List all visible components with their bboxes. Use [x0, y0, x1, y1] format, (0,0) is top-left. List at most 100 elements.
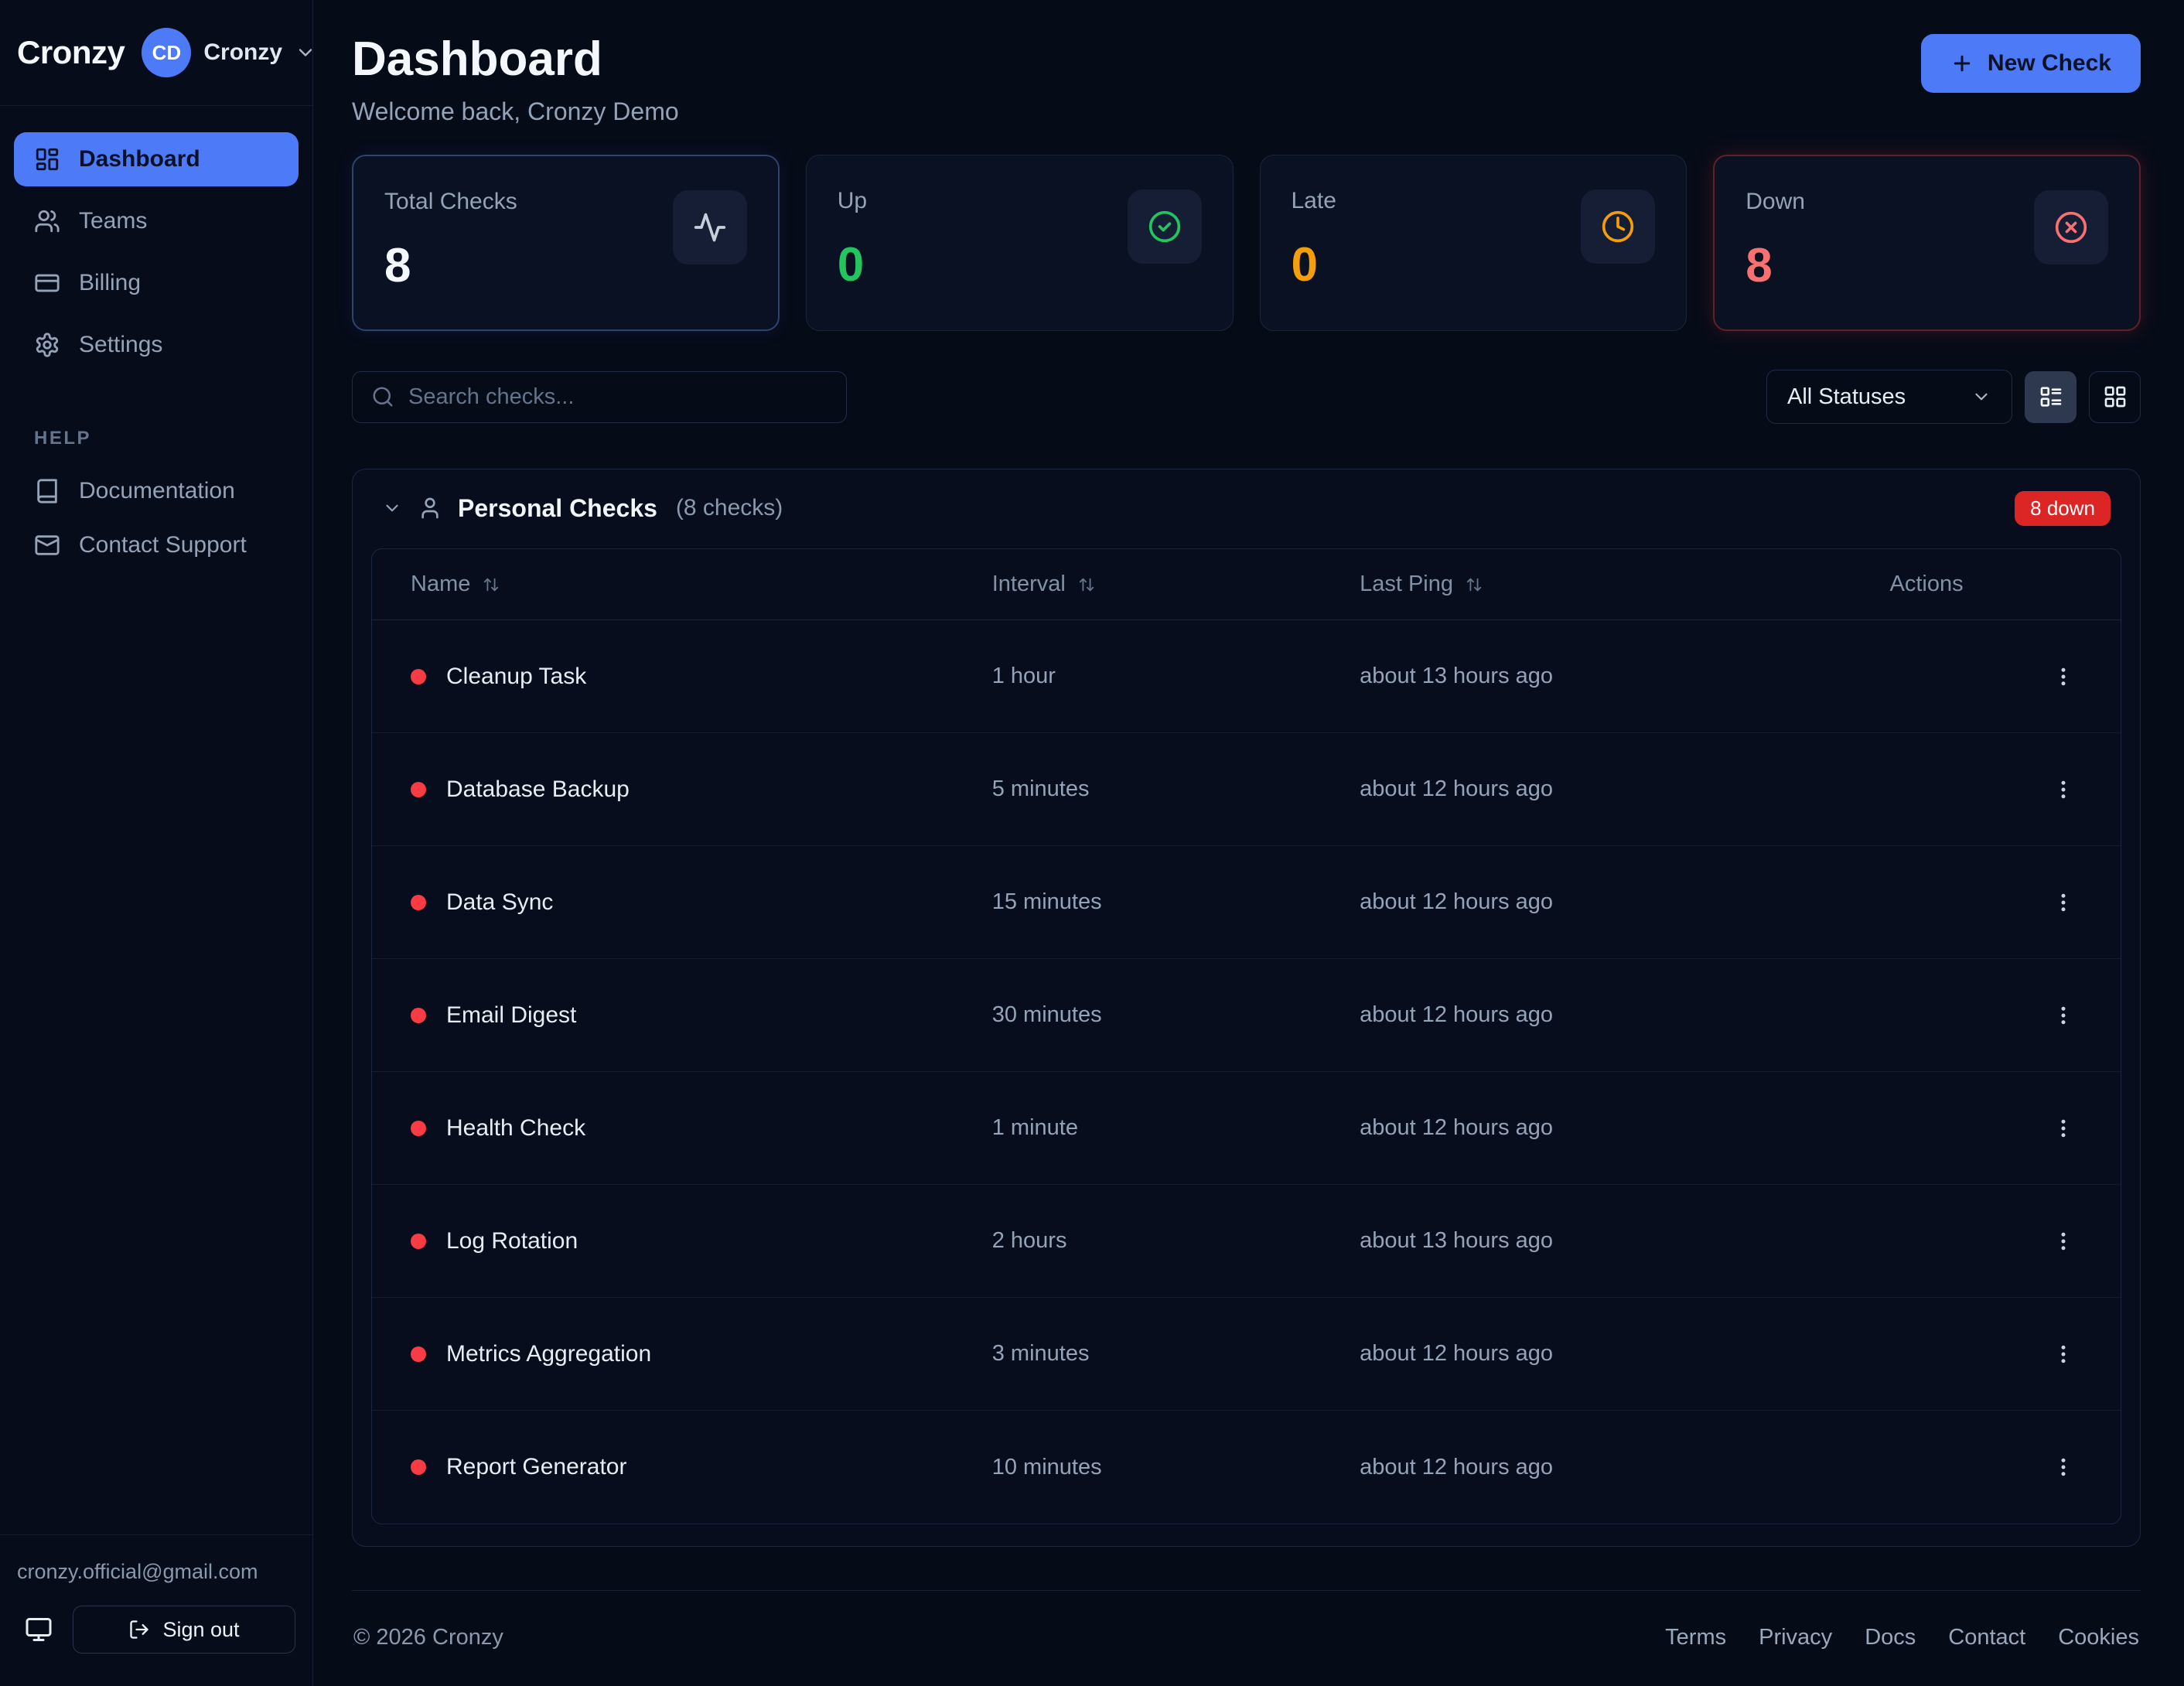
- group-title: Personal Checks: [458, 493, 657, 522]
- check-name: Log Rotation: [446, 1227, 578, 1254]
- sort-icon[interactable]: [1466, 576, 1483, 593]
- help-section-label: HELP: [34, 428, 92, 449]
- table-row[interactable]: Cleanup Task 1 hour about 13 hours ago: [372, 620, 2121, 733]
- stat-card-total-checks: Total Checks 8: [352, 155, 780, 331]
- table-row[interactable]: Health Check 1 minute about 12 hours ago: [372, 1072, 2121, 1185]
- person-icon: [418, 496, 442, 520]
- table-row[interactable]: Log Rotation 2 hours about 13 hours ago: [372, 1185, 2121, 1298]
- sidebar-item-documentation[interactable]: Documentation: [14, 466, 299, 516]
- sidebar-item-label: Dashboard: [79, 146, 200, 172]
- footer-links: Terms Privacy Docs Contact Cookies: [1665, 1625, 2139, 1650]
- check-interval: 3 minutes: [991, 1341, 1090, 1366]
- row-menu-button[interactable]: [2043, 657, 2083, 697]
- sign-out-label: Sign out: [162, 1617, 240, 1641]
- plus-icon: [1950, 52, 1974, 75]
- group-count: (8 checks): [675, 495, 783, 520]
- check-interval: 5 minutes: [991, 776, 1090, 801]
- main-content: Dashboard Welcome back, Cronzy Demo New …: [313, 0, 2184, 1686]
- row-menu-button[interactable]: [2043, 882, 2083, 923]
- sort-icon[interactable]: [1078, 576, 1095, 593]
- column-header-interval[interactable]: Interval: [992, 572, 1360, 597]
- footer-link-contact[interactable]: Contact: [1948, 1625, 2026, 1650]
- toolbar-right: All Statuses: [1766, 370, 2141, 424]
- monitor-icon: [25, 1616, 53, 1643]
- toolbar: All Statuses: [352, 370, 2141, 424]
- stat-label: Down: [1745, 189, 1805, 214]
- gear-icon: [34, 332, 60, 358]
- checks-group-panel: Personal Checks (8 checks) 8 down Name I…: [352, 469, 2141, 1547]
- status-dot-down: [411, 1459, 426, 1475]
- check-interval: 1 minute: [991, 1115, 1078, 1140]
- search-icon: [371, 385, 394, 408]
- stat-label: Up: [837, 188, 868, 213]
- stat-card-down: Down 8: [1713, 155, 2141, 331]
- footer-link-terms[interactable]: Terms: [1665, 1625, 1727, 1650]
- check-interval: 30 minutes: [991, 1002, 1102, 1027]
- grid-view-button[interactable]: [2089, 370, 2141, 423]
- copyright-text: © 2026 Cronzy: [353, 1625, 503, 1650]
- row-menu-button[interactable]: [2043, 770, 2083, 810]
- theme-toggle-button[interactable]: [17, 1608, 60, 1651]
- list-view-button[interactable]: [2025, 370, 2077, 423]
- table-row[interactable]: Database Backup 5 minutes about 12 hours…: [372, 733, 2121, 846]
- table-header-row: Name Interval Last Ping Actions: [372, 549, 2121, 620]
- sidebar-nav: Dashboard Teams Billing Settings: [0, 106, 312, 380]
- sort-icon[interactable]: [483, 576, 500, 593]
- sign-out-button[interactable]: Sign out: [73, 1606, 295, 1654]
- sidebar-item-label: Settings: [79, 332, 163, 357]
- check-last-ping: about 12 hours ago: [1360, 1115, 1554, 1140]
- check-name: Cleanup Task: [446, 663, 587, 689]
- search-input[interactable]: [408, 384, 828, 410]
- footer: © 2026 Cronzy Terms Privacy Docs Contact…: [352, 1590, 2141, 1650]
- check-name: Data Sync: [446, 889, 554, 915]
- sidebar-item-contact-support[interactable]: Contact Support: [14, 520, 299, 570]
- status-dot-down: [411, 781, 426, 797]
- new-check-button[interactable]: New Check: [1920, 34, 2141, 93]
- check-circle-icon: [1127, 189, 1202, 264]
- sidebar-item-billing[interactable]: Billing: [14, 256, 299, 310]
- footer-link-cookies[interactable]: Cookies: [2058, 1625, 2139, 1650]
- sidebar-item-label: Billing: [79, 270, 142, 295]
- list-view-icon: [2039, 384, 2063, 409]
- row-menu-button[interactable]: [2043, 1108, 2083, 1148]
- collapse-chevron-down-icon[interactable]: [382, 498, 402, 518]
- users-icon: [34, 208, 60, 234]
- status-filter-value: All Statuses: [1787, 384, 1906, 409]
- row-menu-button[interactable]: [2043, 1334, 2083, 1374]
- column-header-name[interactable]: Name: [411, 572, 992, 597]
- workspace-name[interactable]: Cronzy: [203, 39, 283, 65]
- sidebar-item-settings[interactable]: Settings: [14, 318, 299, 372]
- workspace-avatar[interactable]: CD: [142, 28, 192, 77]
- sidebar-item-label: Documentation: [79, 478, 235, 503]
- x-circle-icon: [2034, 190, 2108, 265]
- check-name: Email Digest: [446, 1002, 577, 1028]
- status-dot-down: [411, 1346, 426, 1362]
- stat-label: Total Checks: [384, 189, 517, 214]
- table-row[interactable]: Report Generator 10 minutes about 12 hou…: [372, 1411, 2121, 1524]
- status-filter-select[interactable]: All Statuses: [1766, 370, 2012, 424]
- row-menu-button[interactable]: [2043, 995, 2083, 1036]
- table-row[interactable]: Email Digest 30 minutes about 12 hours a…: [372, 959, 2121, 1072]
- check-last-ping: about 12 hours ago: [1360, 1002, 1554, 1027]
- stats-row: Total Checks 8 Up 0 Late 0: [352, 155, 2141, 331]
- page-header: Dashboard Welcome back, Cronzy Demo New …: [352, 32, 2141, 127]
- footer-link-privacy[interactable]: Privacy: [1759, 1625, 1833, 1650]
- check-name: Database Backup: [446, 776, 630, 802]
- table-row[interactable]: Metrics Aggregation 3 minutes about 12 h…: [372, 1298, 2121, 1411]
- footer-link-docs[interactable]: Docs: [1865, 1625, 1916, 1650]
- table-row[interactable]: Data Sync 15 minutes about 12 hours ago: [372, 846, 2121, 959]
- check-interval: 10 minutes: [991, 1454, 1102, 1480]
- status-dot-down: [411, 668, 426, 684]
- column-header-last-ping[interactable]: Last Ping: [1360, 572, 1889, 597]
- check-last-ping: about 12 hours ago: [1360, 1341, 1554, 1366]
- stat-value: 0: [837, 238, 865, 292]
- row-menu-button[interactable]: [2043, 1221, 2083, 1261]
- sidebar-item-teams[interactable]: Teams: [14, 194, 299, 248]
- activity-icon: [672, 190, 747, 265]
- chevron-down-icon: [1971, 387, 1991, 407]
- sidebar-item-dashboard[interactable]: Dashboard: [14, 132, 299, 186]
- log-out-icon: [128, 1619, 150, 1640]
- sidebar: Cronzy CD Cronzy Dashboard Teams Billing…: [0, 0, 313, 1686]
- check-interval: 15 minutes: [991, 889, 1102, 914]
- row-menu-button[interactable]: [2043, 1447, 2083, 1487]
